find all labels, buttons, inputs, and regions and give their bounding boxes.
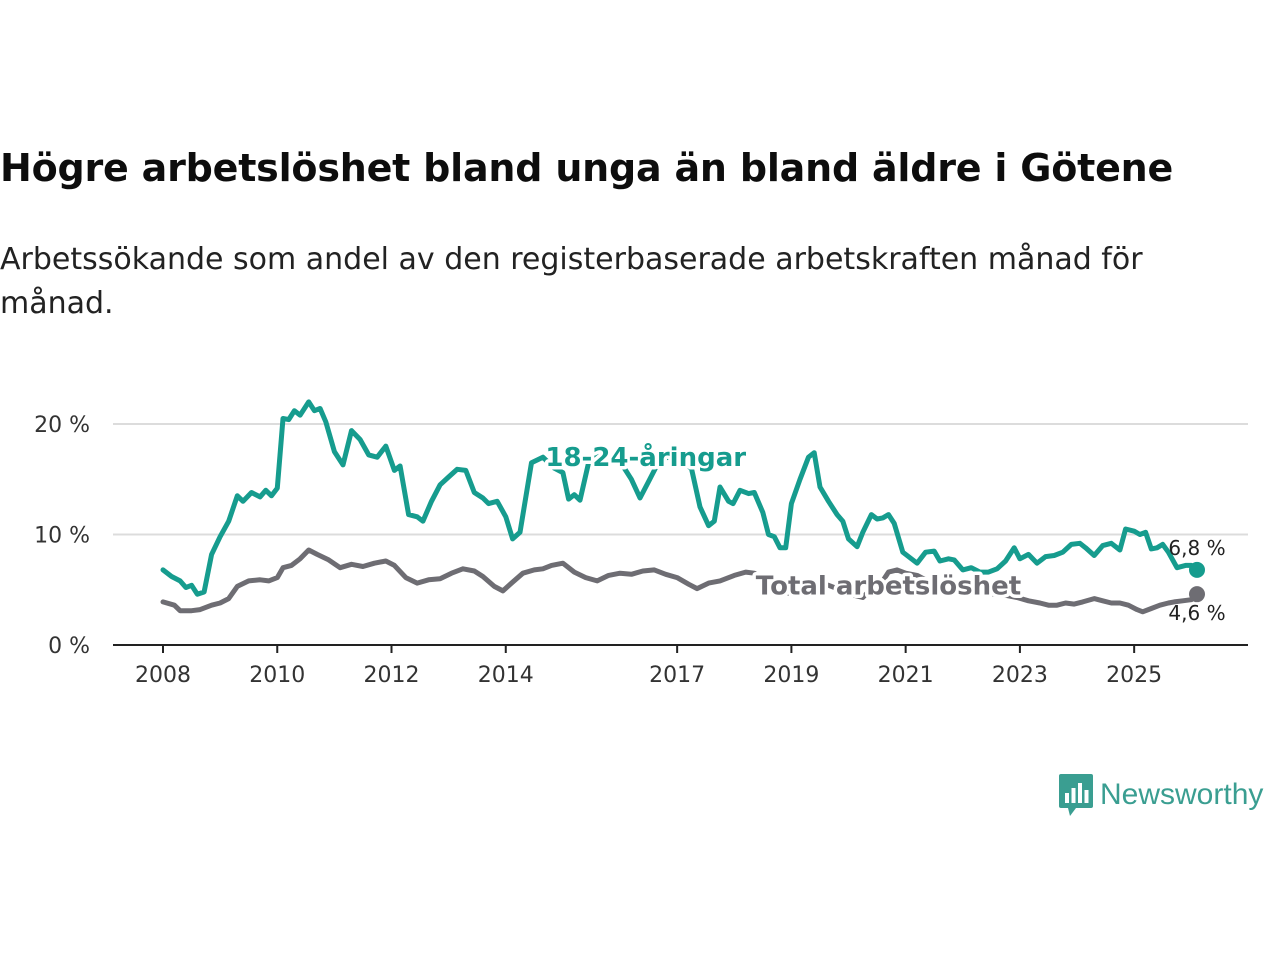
line-chart: 0 % 10 % 20 % 2008 2010 2012 2014 2017 2019 2021… xyxy=(34,399,1248,688)
grid-lines: 0 % 10 % 20 % xyxy=(34,413,1248,659)
end-value-label-youth: 6,8 % xyxy=(1168,536,1225,560)
x-tick-label: 2017 xyxy=(649,663,705,688)
y-tick-label: 20 % xyxy=(34,413,90,438)
x-tick-label: 2021 xyxy=(878,663,934,688)
end-value-label-total: 4,6 % xyxy=(1168,601,1225,625)
newsworthy-logo: Newsworthy xyxy=(1058,772,1263,818)
series-label-total: Total arbetslöshet xyxy=(756,571,1021,601)
x-tick-label: 2012 xyxy=(364,663,420,688)
series-lines xyxy=(160,399,1205,615)
x-axis: 2008 2010 2012 2014 2017 2019 2021 2023 2025 xyxy=(113,644,1248,688)
y-tick-label: 0 % xyxy=(48,634,90,659)
series-line-total xyxy=(160,547,1200,615)
x-tick-label: 2010 xyxy=(249,663,305,688)
x-tick-label: 2023 xyxy=(992,663,1048,688)
chart-title: Högre arbetslöshet bland unga än bland ä… xyxy=(0,146,1174,190)
chart-subtitle: Arbetssökande som andel av den registerb… xyxy=(0,242,1143,321)
y-tick-label: 10 % xyxy=(34,524,90,549)
end-point-total xyxy=(1189,586,1205,603)
x-tick-label: 2014 xyxy=(478,663,534,688)
x-tick-label: 2008 xyxy=(135,663,191,688)
newsworthy-logo-icon xyxy=(1059,774,1093,816)
x-tick-label: 2025 xyxy=(1106,663,1162,688)
x-tick-label: 2019 xyxy=(763,663,819,688)
series-line-youth xyxy=(160,399,1200,597)
chart-labels: 6,8 % 4,6 % 18-24-åringar Total arbetslöshe… xyxy=(542,438,1226,626)
end-point-youth xyxy=(1189,561,1205,578)
newsworthy-logo-text: Newsworthy xyxy=(1100,778,1264,811)
series-label-youth: 18-24-åringar xyxy=(545,441,746,473)
